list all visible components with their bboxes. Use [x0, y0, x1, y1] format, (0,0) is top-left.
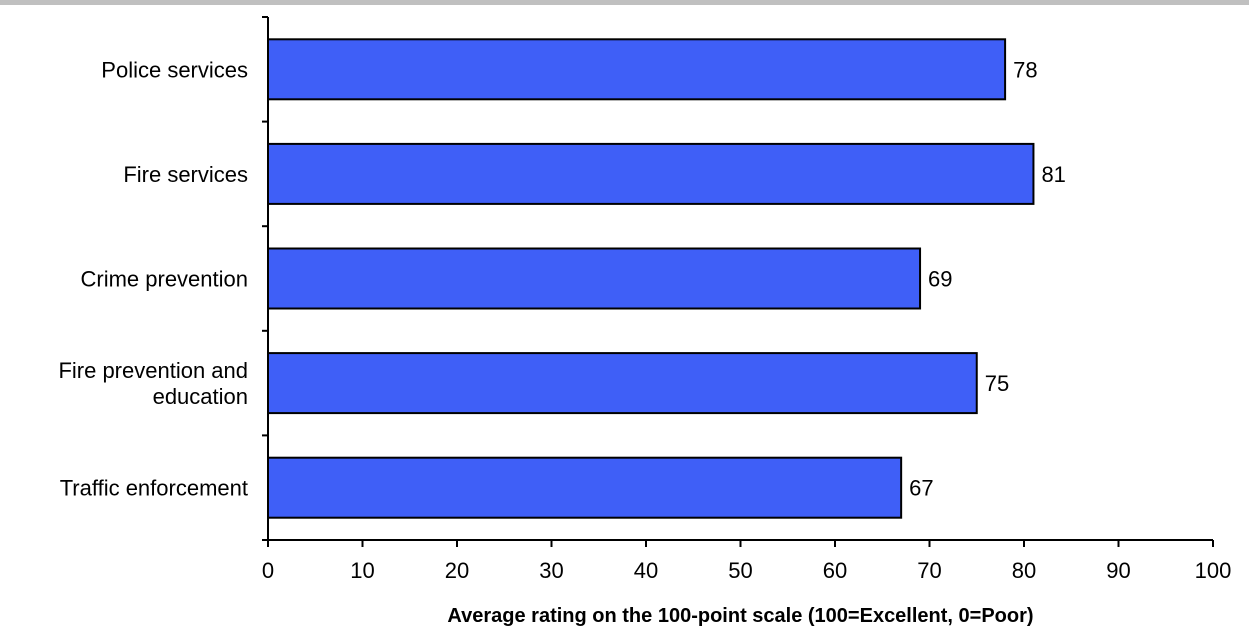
category-label-line: Crime prevention — [80, 267, 248, 292]
bars-group — [267, 38, 1035, 519]
category-label-2: Crime prevention — [80, 267, 248, 292]
x-tick-label-1: 10 — [350, 558, 374, 583]
x-tick-label-0: 0 — [262, 558, 274, 583]
x-tick-label-4: 40 — [634, 558, 658, 583]
x-tick-label-6: 60 — [823, 558, 847, 583]
labels-group: 78 Police services 81 Fire services 69 Crime … — [58, 57, 1231, 583]
category-label-0: Police services — [101, 57, 248, 82]
value-label-3: 75 — [985, 371, 1009, 396]
x-tick-label-9: 90 — [1106, 558, 1130, 583]
category-label-3: Fire prevention and education — [58, 358, 248, 409]
value-label-1: 81 — [1041, 162, 1065, 187]
x-tick-label-10: 100 — [1195, 558, 1232, 583]
category-label-line: Police services — [101, 57, 248, 82]
bar-3 — [267, 352, 978, 415]
value-label-0: 78 — [1013, 57, 1037, 82]
bar-0 — [267, 38, 1007, 101]
category-label-line: education — [153, 384, 248, 409]
x-tick-label-3: 30 — [539, 558, 563, 583]
category-label-4: Traffic enforcement — [60, 476, 248, 501]
bar-1 — [267, 142, 1035, 205]
category-label-line: Traffic enforcement — [60, 476, 248, 501]
bar-4 — [267, 456, 903, 519]
x-tick-label-5: 50 — [728, 558, 752, 583]
value-label-4: 67 — [909, 476, 933, 501]
top-rule — [0, 0, 1249, 5]
axes-group — [262, 16, 1214, 547]
x-tick-label-8: 80 — [1012, 558, 1036, 583]
category-label-line: Fire prevention and — [58, 358, 248, 383]
x-tick-label-7: 70 — [917, 558, 941, 583]
bar-2 — [267, 247, 922, 310]
x-axis-title: Average rating on the 100-point scale (1… — [447, 605, 1033, 627]
value-label-2: 69 — [928, 267, 952, 292]
x-tick-label-2: 20 — [445, 558, 469, 583]
category-label-1: Fire services — [123, 162, 248, 187]
category-label-line: Fire services — [123, 162, 248, 187]
